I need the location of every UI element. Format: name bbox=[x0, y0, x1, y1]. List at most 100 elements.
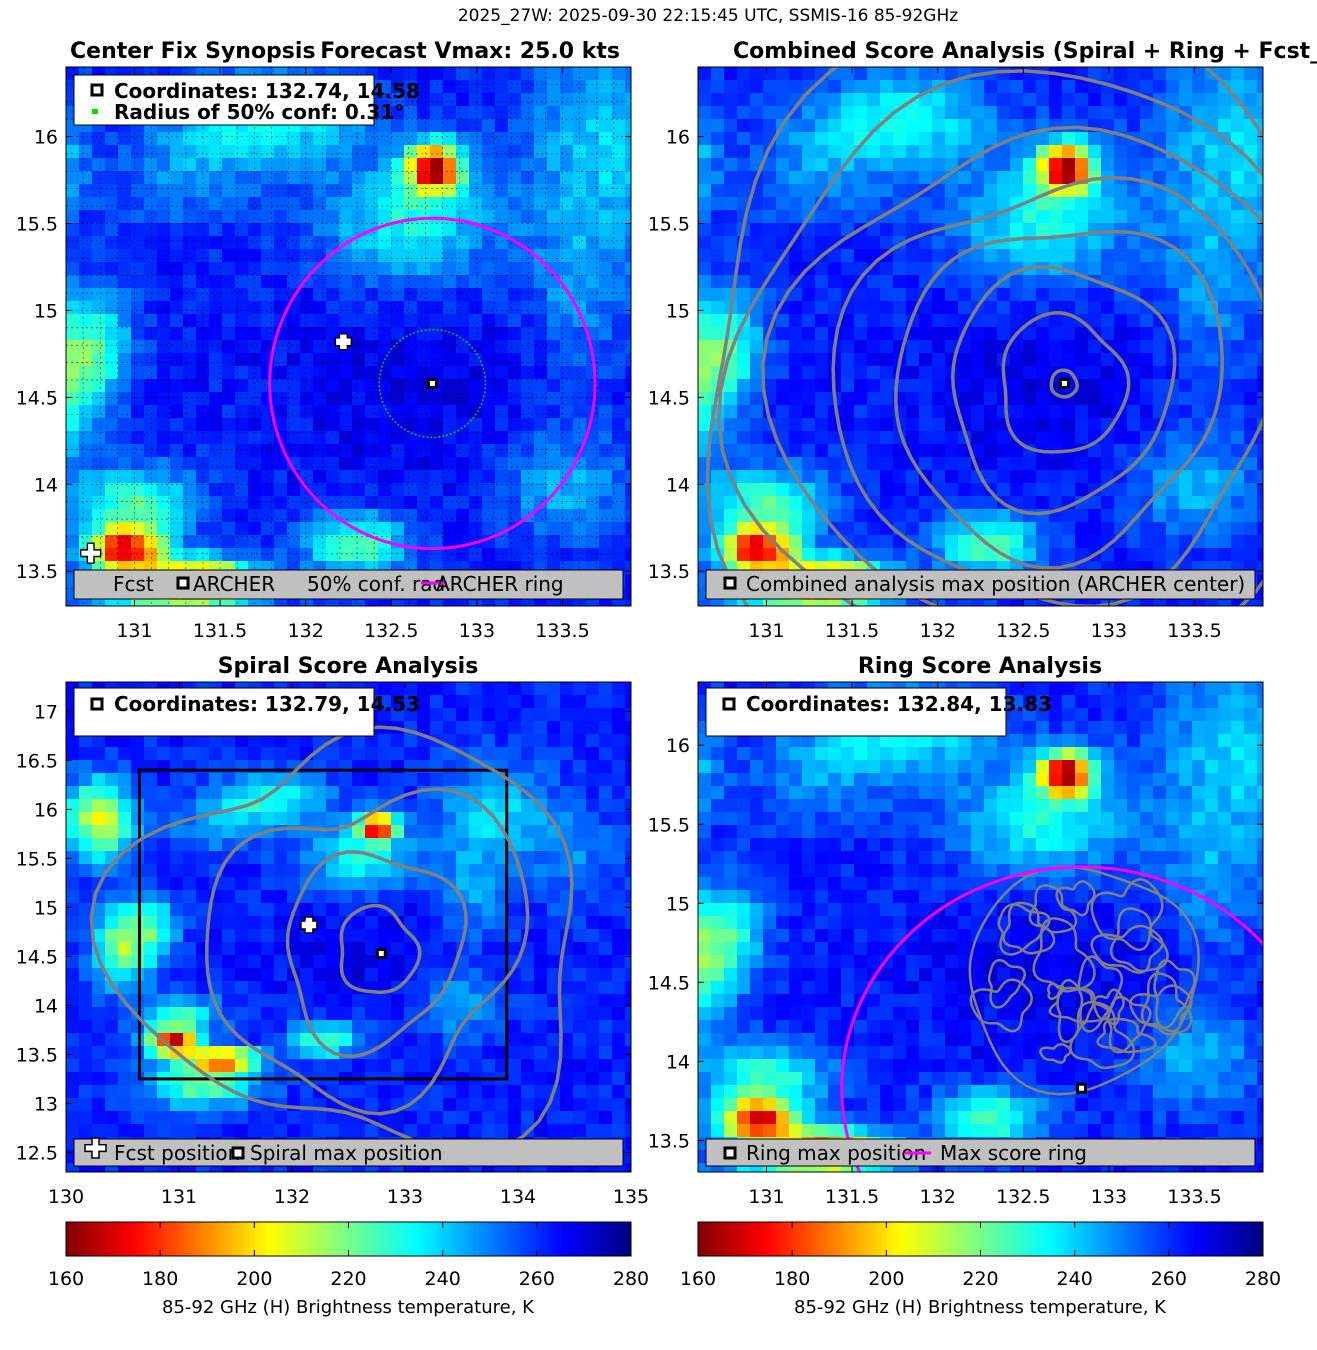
info-coordinates-spiral: Coordinates: 132.79, 14.53 bbox=[114, 692, 420, 716]
combined-square-icon bbox=[723, 576, 737, 590]
ring-max-point bbox=[1076, 1082, 1088, 1094]
x-tick-label: 131.5 bbox=[825, 1186, 879, 1208]
colorbar-tick-label: 260 bbox=[519, 1268, 555, 1290]
panel-ring: 131 131.5 132 132.5 133 133.5 13.5 14 14.5 15 15.5… bbox=[648, 681, 1264, 1208]
colorbar-tick-label: 160 bbox=[48, 1268, 84, 1290]
axes-frame-ring bbox=[697, 681, 1264, 1173]
legend-max-score-ring: Max score ring bbox=[940, 1141, 1087, 1165]
info-box-spiral: Coordinates: 132.79, 14.53 bbox=[73, 687, 420, 737]
panel-title-spiral: Spiral Score Analysis bbox=[218, 654, 479, 679]
ticks-synopsis: 131 131.5 132 132.5 133 133.5 13.5 14 14.5 15 15.5… bbox=[16, 67, 631, 642]
ring-score-contour bbox=[969, 978, 1033, 1033]
fcst-position-cross-icon bbox=[84, 1137, 107, 1159]
x-tick-label: 131.5 bbox=[193, 620, 247, 642]
ring-score-contour bbox=[968, 865, 1200, 1096]
colorbar-right-label: 85-92 GHz (H) Brightness temperature, K bbox=[794, 1297, 1167, 1318]
x-tick-label: 132.5 bbox=[364, 620, 418, 642]
heatmap-spiral bbox=[66, 682, 631, 1172]
ring-score-contour bbox=[1090, 878, 1164, 952]
score-contour-line bbox=[1001, 311, 1131, 454]
y-tick-label: 16 bbox=[666, 735, 690, 757]
axes-frame-synopsis bbox=[65, 66, 632, 607]
x-tick-label: 133.5 bbox=[1167, 620, 1221, 642]
score-contour-line bbox=[761, 125, 1263, 606]
legend-combined-max: Combined analysis max position (ARCHER c… bbox=[746, 572, 1245, 596]
colorbar-tick-label: 200 bbox=[868, 1268, 904, 1290]
y-tick-label: 16.5 bbox=[16, 750, 58, 772]
spiral-contour-line bbox=[339, 903, 422, 994]
y-tick-label: 15 bbox=[666, 893, 690, 915]
x-tick-label: 133 bbox=[459, 620, 495, 642]
overlays-spiral bbox=[89, 725, 574, 1154]
overlays-ring bbox=[840, 865, 1263, 1172]
panel-synopsis: 131 131.5 132 132.5 133 133.5 13.5 14 14.5 15 15.5… bbox=[16, 66, 632, 642]
x-tick-label: 132 bbox=[920, 620, 956, 642]
y-tick-label: 16 bbox=[34, 799, 58, 821]
x-tick-label: 133.5 bbox=[1167, 1186, 1221, 1208]
x-tick-label: 133 bbox=[387, 1186, 423, 1208]
spiral-contour-line bbox=[285, 850, 468, 1058]
y-tick-label: 14.5 bbox=[16, 387, 58, 409]
spiral-max-point bbox=[375, 947, 387, 959]
y-tick-label: 14.5 bbox=[648, 972, 690, 994]
x-tick-label: 132.5 bbox=[996, 620, 1050, 642]
fcst-point bbox=[334, 332, 353, 351]
y-tick-label: 14.5 bbox=[648, 387, 690, 409]
ring-marker-icon bbox=[722, 697, 736, 711]
score-contour-line bbox=[894, 229, 1224, 570]
y-tick-label: 13 bbox=[34, 1093, 58, 1115]
ring-score-contour bbox=[1002, 901, 1056, 955]
colorbar-right: 160 180 200 220 240 260 280 85-92 GHz (H) Brig… bbox=[680, 1221, 1281, 1318]
ticks-ring: 131 131.5 132 132.5 133 133.5 13.5 14 14.5 15 15.5… bbox=[648, 682, 1263, 1208]
fcst-cross-icon bbox=[79, 542, 102, 564]
x-tick-label: 130 bbox=[48, 1186, 84, 1208]
x-tick-label: 133.5 bbox=[535, 620, 589, 642]
colorbar-tick-label: 200 bbox=[236, 1268, 272, 1290]
y-tick-label: 13.5 bbox=[648, 1130, 690, 1152]
legend-fcst: Fcst bbox=[113, 572, 154, 596]
spiral-marker-icon bbox=[90, 697, 104, 711]
legend-ring: Ring max position Max score ring bbox=[705, 1138, 1256, 1167]
y-tick-label: 14 bbox=[34, 995, 58, 1017]
info-box-ring: Coordinates: 132.84, 13.83 bbox=[705, 687, 1052, 737]
y-tick-label: 15 bbox=[34, 897, 58, 919]
ring-score-contour bbox=[1096, 1017, 1157, 1054]
ring-score-contour bbox=[1055, 880, 1096, 917]
ring-score-contour bbox=[1109, 907, 1169, 973]
y-tick-label: 14 bbox=[34, 474, 58, 496]
x-tick-label: 131 bbox=[161, 1186, 197, 1208]
panel-title-synopsis: Center Fix Synopsis bbox=[70, 39, 316, 64]
legend-archer: ARCHER bbox=[193, 572, 275, 596]
heatmap-ring bbox=[698, 682, 1263, 1172]
colorbar-tick-label: 240 bbox=[1057, 1268, 1093, 1290]
legend-synopsis: Fcst ARCHER 50% conf. rad. ARCHER ring bbox=[73, 542, 624, 600]
y-tick-label: 14 bbox=[666, 1051, 690, 1073]
ticks-combined: 131 131.5 132 132.5 133 133.5 13.5 14 14.5 15 15.5… bbox=[648, 67, 1263, 642]
suptitle: 2025_27W: 2025-09-30 22:15:45 UTC, SSMIS… bbox=[458, 6, 958, 26]
y-tick-label: 14.5 bbox=[16, 946, 58, 968]
x-tick-label: 132.5 bbox=[996, 1186, 1050, 1208]
colorbar-tick-label: 180 bbox=[774, 1268, 810, 1290]
x-tick-label: 133 bbox=[1091, 620, 1127, 642]
x-tick-label: 131 bbox=[116, 620, 152, 642]
archer-ring-circle bbox=[268, 216, 597, 551]
ring-score-contour bbox=[1039, 1043, 1072, 1064]
colorbar-left-label: 85-92 GHz (H) Brightness temperature, K bbox=[162, 1297, 535, 1318]
analysis-domain-box bbox=[137, 768, 509, 1081]
ring-score-contour bbox=[1048, 986, 1111, 1023]
conf-radius-circle bbox=[378, 328, 487, 439]
heatmap-combined bbox=[698, 67, 1263, 606]
legend-archer-ring: ARCHER ring bbox=[436, 572, 564, 596]
axes-frame-combined bbox=[697, 66, 1264, 607]
colorbar-tick-label: 220 bbox=[962, 1268, 998, 1290]
score-contour-line bbox=[951, 265, 1177, 516]
combined-max-point bbox=[1058, 377, 1070, 389]
score-contour-line bbox=[1049, 368, 1079, 399]
y-tick-label: 13.5 bbox=[16, 1044, 58, 1066]
ring-score-contour bbox=[1032, 917, 1096, 993]
ring-score-contour bbox=[1069, 1000, 1136, 1070]
conf-marker-icon bbox=[92, 109, 98, 114]
archer-square-icon bbox=[176, 576, 190, 590]
x-tick-label: 134 bbox=[500, 1186, 536, 1208]
ring-score-contour bbox=[1092, 988, 1125, 1026]
